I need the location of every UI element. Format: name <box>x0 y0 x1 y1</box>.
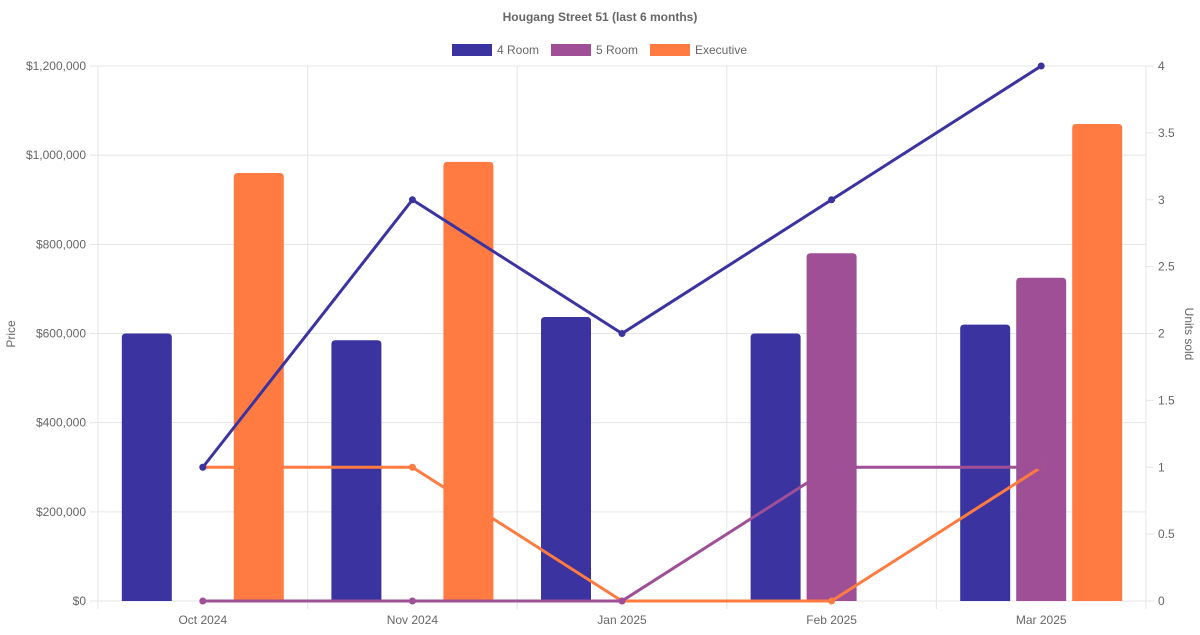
point-4-room[interactable] <box>1037 62 1045 70</box>
lines <box>199 62 1045 605</box>
bar-4-room[interactable] <box>121 333 172 602</box>
y-axis-right: 0 0.5 1 1.5 2 2.5 3 3.5 4 <box>1146 59 1175 608</box>
bar-4-room[interactable] <box>750 333 801 602</box>
legend-swatch-5-room <box>551 44 591 56</box>
y-right-tick-label: 2 <box>1158 327 1165 341</box>
x-tick-label: Jan 2025 <box>597 613 647 627</box>
point-4-room[interactable] <box>828 196 836 204</box>
point-4-room[interactable] <box>408 196 416 204</box>
y-axis-left-title: Price <box>4 320 18 348</box>
y-right-tick-label: 3 <box>1158 193 1165 207</box>
point-executive[interactable] <box>828 597 836 605</box>
y-right-tick-label: 2.5 <box>1158 260 1175 274</box>
chart-title: Hougang Street 51 (last 6 months) <box>503 10 698 24</box>
point-5-room[interactable] <box>828 463 836 471</box>
legend-swatch-4-room <box>452 44 492 56</box>
y-right-tick-label: 1.5 <box>1158 393 1175 407</box>
bar-executive[interactable] <box>443 161 494 601</box>
bar-4-room[interactable] <box>541 317 591 601</box>
x-tick-label: Oct 2024 <box>178 613 227 627</box>
x-tick-label: Feb 2025 <box>806 613 857 627</box>
y-left-tick-label: $1,200,000 <box>26 59 86 73</box>
y-right-tick-label: 4 <box>1158 59 1165 73</box>
legend-item-5-room[interactable]: 5 Room <box>551 43 638 57</box>
y-left-tick-label: $0 <box>73 594 87 608</box>
y-left-tick-label: $800,000 <box>36 237 86 251</box>
bar-executive[interactable] <box>233 173 284 601</box>
y-left-tick-label: $200,000 <box>36 505 86 519</box>
y-axis-right-title: Units sold <box>1182 308 1196 361</box>
y-left-tick-label: $400,000 <box>36 416 86 430</box>
y-right-tick-label: 3.5 <box>1158 126 1175 140</box>
point-5-room[interactable] <box>1037 463 1045 471</box>
line-4-room[interactable] <box>201 64 1043 469</box>
legend: 4 Room 5 Room Executive <box>452 43 747 57</box>
bars <box>121 123 1123 602</box>
point-4-room[interactable] <box>199 463 207 471</box>
line-5-room[interactable] <box>202 465 1042 603</box>
legend-label-4-room: 4 Room <box>497 43 539 57</box>
line-executive[interactable] <box>202 465 1043 603</box>
x-tick-label: Mar 2025 <box>1016 613 1067 627</box>
y-left-tick-label: $600,000 <box>36 327 86 341</box>
bar-5-room[interactable] <box>806 253 857 601</box>
y-axis-left: $0 $200,000 $400,000 $600,000 $800,000 $1,000… <box>26 59 86 608</box>
legend-label-5-room: 5 Room <box>596 43 638 57</box>
bar-4-room[interactable] <box>331 340 382 601</box>
y-left-tick-label: $1,000,000 <box>26 148 86 162</box>
bar-executive[interactable] <box>1072 123 1123 601</box>
point-executive[interactable] <box>408 463 416 471</box>
legend-swatch-executive <box>650 44 690 56</box>
x-axis: Oct 2024 Nov 2024 Jan 2025 Feb 2025 Mar 2025 <box>178 613 1066 627</box>
x-tick-label: Nov 2024 <box>387 613 439 627</box>
y-right-tick-label: 1 <box>1158 460 1165 474</box>
point-5-room[interactable] <box>199 597 207 605</box>
legend-label-executive: Executive <box>695 43 747 57</box>
point-4-room[interactable] <box>618 330 626 337</box>
y-right-tick-label: 0.5 <box>1158 527 1175 541</box>
legend-item-4-room[interactable]: 4 Room <box>452 43 539 57</box>
bar-5-room[interactable] <box>1016 277 1067 601</box>
y-right-tick-label: 0 <box>1158 594 1165 608</box>
legend-item-executive[interactable]: Executive <box>650 43 747 57</box>
point-5-room[interactable] <box>408 597 416 605</box>
point-5-room[interactable] <box>618 597 626 605</box>
bar-4-room[interactable] <box>960 324 1011 601</box>
